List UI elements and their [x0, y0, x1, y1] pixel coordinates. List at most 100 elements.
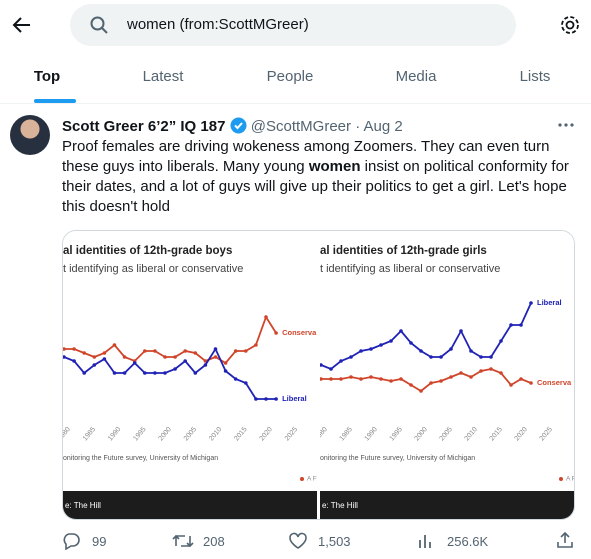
data-point [329, 367, 333, 371]
data-point [153, 371, 157, 375]
data-point [359, 377, 363, 381]
data-point [183, 349, 187, 353]
data-point [349, 375, 353, 379]
highlighted-term: women [308, 158, 361, 175]
settings-icon[interactable] [559, 14, 581, 36]
retweet-icon[interactable] [172, 532, 194, 550]
tab[interactable]: People [266, 68, 314, 85]
like-count: 1,503 [318, 534, 351, 549]
data-point [489, 355, 493, 359]
avatar[interactable] [10, 115, 50, 155]
chart-title: al identities of 12th-grade girls [320, 245, 487, 257]
chart-image[interactable]: al identities of 12th-grade girls t ident… [320, 231, 575, 520]
author-name[interactable]: Scott Greer 6’2” IQ 187 [62, 118, 226, 135]
back-button[interactable] [10, 14, 32, 36]
x-tick-label: 1980 [320, 426, 329, 443]
data-point [389, 339, 393, 343]
share-icon[interactable] [556, 531, 574, 549]
data-point [264, 315, 268, 319]
tab[interactable]: Media [395, 68, 437, 85]
data-point [409, 383, 413, 387]
series-label: Conserva [537, 378, 572, 387]
data-point [223, 361, 228, 365]
data-point [132, 361, 137, 365]
data-point [274, 331, 278, 335]
series-line [64, 314, 277, 365]
x-tick-label: 1980 [63, 426, 72, 443]
tweet-header: Scott Greer 6’2” IQ 187 @ScottMGreer · A… [62, 117, 403, 135]
data-point [122, 371, 127, 375]
data-point [379, 377, 383, 381]
divider [0, 103, 591, 104]
data-point [449, 375, 453, 379]
image-background [320, 231, 574, 519]
data-point [102, 351, 107, 355]
data-point [63, 347, 66, 351]
data-point [223, 369, 228, 373]
chart-subtitle: t identifying as liberal or conservative [320, 263, 500, 275]
credit: e: The Hill [65, 501, 101, 510]
author-handle[interactable]: @ScottMGreer [250, 118, 352, 135]
data-point [409, 341, 413, 345]
data-point [274, 397, 278, 401]
data-point [509, 323, 513, 327]
data-point [329, 377, 333, 381]
data-point [519, 377, 523, 381]
data-point [63, 355, 66, 359]
tab[interactable]: Top [33, 68, 61, 85]
more-button[interactable] [556, 118, 576, 132]
data-point [379, 343, 383, 347]
tab[interactable]: Latest [142, 68, 184, 85]
tweet-text: Proof females are driving wokeness among… [62, 137, 576, 217]
data-point [479, 355, 483, 359]
data-point [489, 367, 493, 371]
data-point [213, 355, 218, 359]
media-container[interactable]: al identities of 12th-grade boys t identi… [62, 230, 575, 520]
data-point [519, 323, 523, 327]
data-point [429, 381, 433, 385]
series-label: Liberal [282, 394, 307, 403]
data-point [112, 343, 117, 347]
series-line [63, 347, 277, 400]
data-point [244, 349, 248, 353]
chart-title: al identities of 12th-grade boys [63, 245, 232, 257]
source-note: onitoring the Future survey, University … [63, 455, 218, 462]
tweet-date[interactable]: Aug 2 [363, 118, 403, 135]
series-line [320, 302, 532, 371]
data-point [213, 347, 218, 351]
data-point [173, 355, 177, 359]
data-point [82, 371, 86, 375]
credit: e: The Hill [322, 501, 358, 510]
data-point [320, 377, 323, 381]
data-point [92, 355, 97, 359]
data-point [469, 375, 473, 379]
retweet-count: 208 [203, 534, 225, 549]
data-point [233, 377, 238, 381]
data-point [439, 355, 443, 359]
data-point [112, 371, 117, 375]
data-point [193, 351, 198, 355]
search-box[interactable] [70, 4, 516, 46]
data-point [419, 389, 423, 393]
reply-icon[interactable] [62, 532, 80, 550]
data-point [459, 329, 463, 333]
data-point [509, 383, 513, 387]
verified-badge [230, 117, 247, 134]
search-query[interactable]: women (from:ScottMGreer) [127, 16, 309, 33]
series-label: Conserva [282, 328, 317, 337]
data-point [469, 349, 473, 353]
like-icon[interactable] [288, 532, 308, 550]
legend-dot [300, 477, 304, 481]
data-point [102, 357, 107, 361]
image-background [63, 231, 317, 519]
data-point [479, 369, 483, 373]
views-icon[interactable] [417, 532, 435, 550]
data-point [359, 349, 363, 353]
tab[interactable]: Lists [519, 68, 551, 85]
source-note: onitoring the Future survey, University … [320, 455, 475, 462]
legend-dot [559, 477, 563, 481]
reply-count: 99 [92, 534, 107, 549]
chart-image[interactable]: al identities of 12th-grade boys t identi… [63, 231, 317, 520]
data-point [369, 375, 373, 379]
data-point [244, 381, 248, 385]
